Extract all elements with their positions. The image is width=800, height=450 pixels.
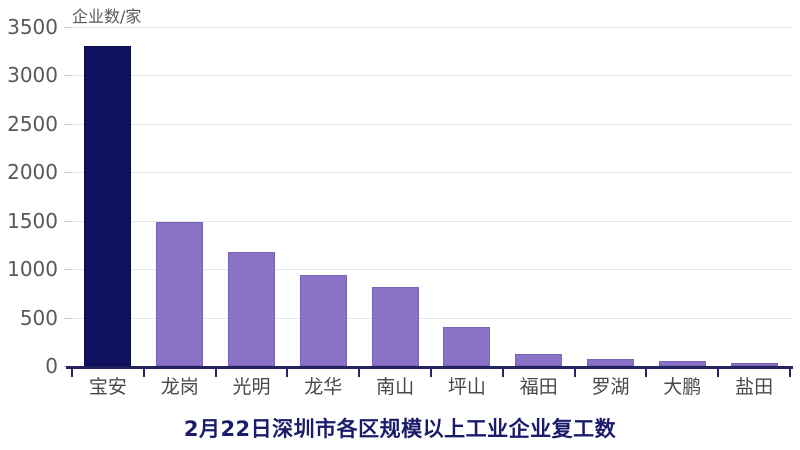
gridline-1500 (66, 220, 793, 222)
x-tick-label-罗湖: 罗湖 (591, 376, 630, 398)
x-axis-tick-7 (573, 368, 576, 377)
bar-龙华 (299, 275, 347, 366)
y-tick-mark-3000 (64, 75, 72, 77)
y-tick-label-2500: 2500 (7, 111, 58, 136)
gridline-2500 (66, 123, 793, 125)
bar-宝安 (84, 46, 132, 366)
x-axis-tick-9 (717, 368, 720, 377)
y-tick-mark-500 (64, 317, 72, 319)
x-tick-label-大鹏: 大鹏 (663, 376, 702, 398)
gridline-1000 (66, 269, 793, 271)
bar-罗湖 (587, 358, 634, 366)
x-tick-label-龙华: 龙华 (304, 376, 343, 398)
gridline-2000 (66, 172, 793, 174)
x-axis-tick-8 (645, 368, 648, 377)
x-axis-tick-3 (286, 368, 289, 377)
y-tick-mark-2500 (64, 123, 72, 125)
y-tick-label-1000: 1000 (7, 257, 58, 282)
x-axis-tick-4 (358, 368, 361, 377)
chart-title: 2月22日深圳市各区规模以上工业企业复工数 (183, 417, 617, 441)
gridline-500 (66, 317, 793, 319)
bar-坪山 (443, 327, 491, 366)
bar-盐田 (730, 362, 778, 366)
y-tick-mark-1500 (64, 220, 72, 222)
bar-南山 (371, 286, 419, 366)
x-axis-tick-6 (501, 368, 504, 377)
bar-龙岗 (156, 221, 204, 366)
y-tick-label-3000: 3000 (7, 63, 58, 88)
y-tick-mark-3500 (64, 27, 72, 28)
y-tick-label-3500: 3500 (7, 15, 58, 39)
x-tick-label-宝安: 宝安 (88, 376, 127, 398)
y-tick-mark-2000 (64, 172, 72, 174)
x-axis-tick-5 (430, 368, 432, 377)
y-tick-mark-1000 (64, 269, 72, 271)
bar-光明 (228, 251, 275, 366)
x-axis-tick-10 (789, 368, 791, 377)
y-axis-unit-label: 企业数/家 (72, 7, 142, 26)
x-tick-label-福田: 福田 (519, 376, 558, 398)
gridline-3500 (66, 27, 793, 28)
x-axis-tick-2 (214, 368, 217, 377)
x-tick-label-盐田: 盐田 (735, 376, 774, 398)
x-tick-label-光明: 光明 (232, 376, 271, 398)
y-tick-label-500: 500 (19, 305, 58, 330)
x-tick-label-坪山: 坪山 (447, 376, 486, 398)
bar-大鹏 (658, 361, 706, 366)
y-tick-label-0: 0 (45, 354, 58, 378)
y-tick-label-1500: 1500 (7, 208, 58, 233)
x-axis-tick-1 (142, 368, 145, 377)
gridline-3000 (66, 75, 793, 77)
bar-福田 (515, 354, 563, 366)
x-tick-label-龙岗: 龙岗 (160, 376, 199, 398)
x-axis-line (66, 366, 793, 369)
y-tick-label-2000: 2000 (7, 160, 58, 185)
x-axis-tick-0 (71, 368, 73, 377)
x-tick-label-南山: 南山 (376, 376, 415, 398)
